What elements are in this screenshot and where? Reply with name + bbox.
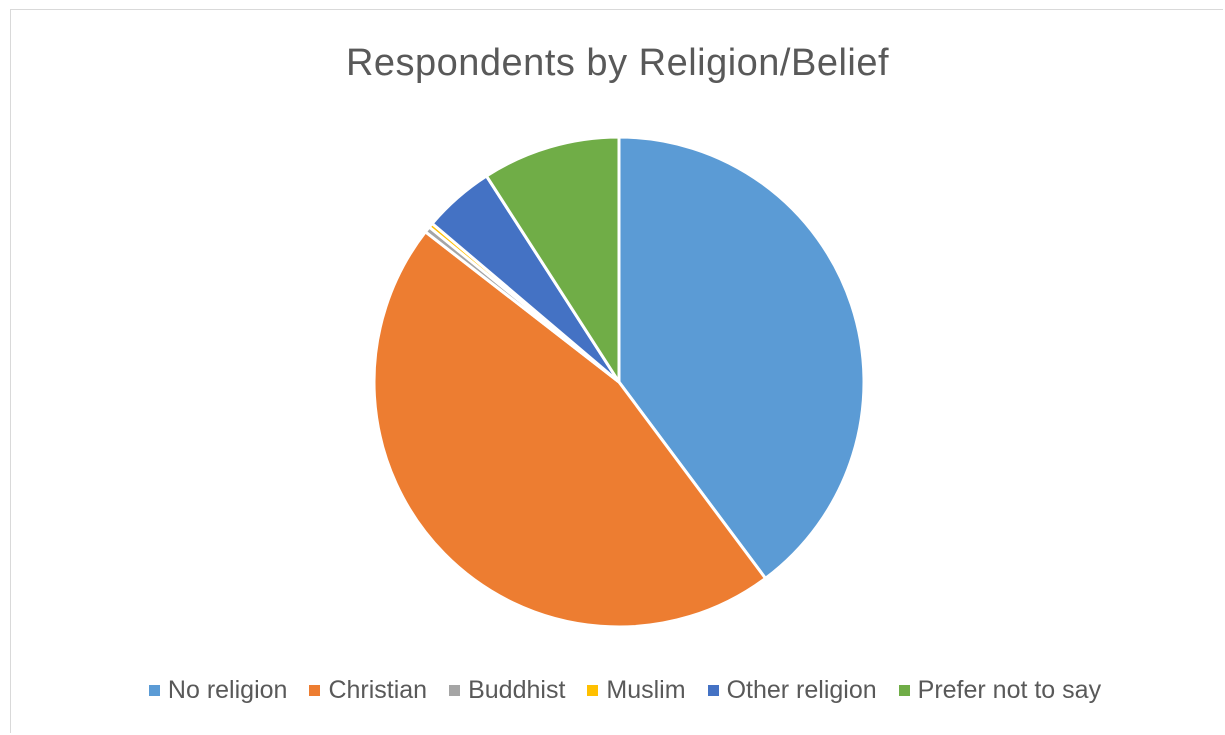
pie-slice-christian [372, 230, 767, 629]
legend-item-other-religion: Other religion [707, 676, 877, 705]
chart-title: Respondents by Religion/Belief [345, 42, 890, 84]
pie-slice-no-religion [617, 135, 866, 580]
legend-label: Muslim [606, 676, 686, 704]
legend-swatch [148, 685, 160, 696]
legend: No religion Christian Buddhist Muslim Other … [0, 676, 1225, 705]
legend-item-no-religion: No religion [148, 676, 288, 705]
legend-label: Other religion [726, 676, 877, 704]
legend-item-buddhist: Buddhist [449, 676, 565, 705]
legend-swatch [898, 685, 910, 696]
legend-swatch [309, 685, 321, 696]
pie-slice-prefer-not-to-say [484, 135, 621, 384]
legend-label: Prefer not to say [917, 676, 1102, 704]
legend-swatch [707, 685, 719, 696]
legend-label: Christian [328, 676, 428, 704]
legend-item-christian: Christian [309, 676, 427, 705]
legend-swatch [587, 685, 599, 696]
legend-label: Buddhist [468, 676, 566, 704]
legend-swatch [449, 685, 461, 696]
legend-item-prefer-not-to-say: Prefer not to say [898, 676, 1102, 705]
legend-label: No religion [167, 676, 288, 704]
legend-item-muslim: Muslim [587, 676, 686, 705]
